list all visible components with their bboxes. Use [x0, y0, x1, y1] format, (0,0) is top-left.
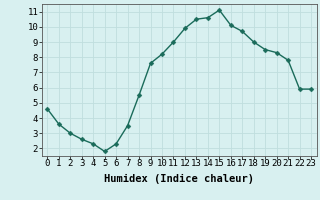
X-axis label: Humidex (Indice chaleur): Humidex (Indice chaleur): [104, 174, 254, 184]
